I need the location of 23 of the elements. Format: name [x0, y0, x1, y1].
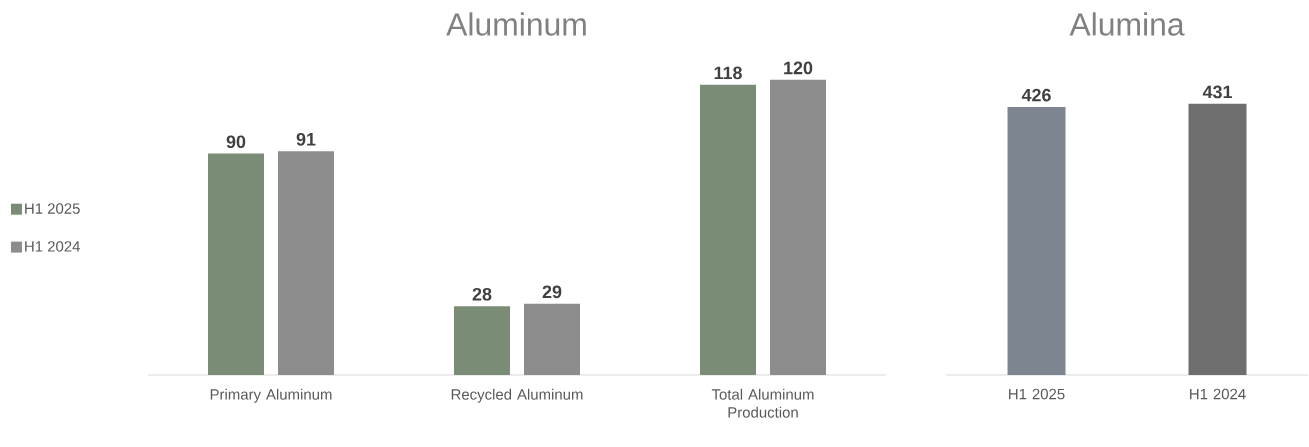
- bar: [454, 306, 510, 375]
- x-tick-label: Total Aluminum Production: [711, 388, 814, 418]
- x-tick-label: Primary Aluminum: [210, 388, 332, 403]
- x-tick-label: H1 2025: [1009, 388, 1065, 400]
- data-label: 28: [472, 287, 492, 301]
- data-label: 29: [542, 285, 562, 299]
- data-label: 90: [226, 135, 246, 149]
- data-label: 431: [1202, 85, 1232, 99]
- chart-title: Alumina: [1069, 12, 1185, 36]
- legend-label: H1 2025: [25, 203, 80, 214]
- legend-label: H1 2024: [25, 241, 80, 252]
- data-label: 426: [1021, 88, 1051, 102]
- data-label: 120: [784, 61, 813, 75]
- chart-title: Aluminum: [446, 12, 586, 36]
- bar: [278, 151, 334, 375]
- bar: [208, 153, 264, 375]
- bar: [770, 79, 827, 375]
- bar: [700, 84, 757, 375]
- x-tick-label: Recycled Aluminum: [451, 388, 583, 403]
- data-label: 118: [714, 66, 742, 80]
- data-label: 91: [296, 132, 316, 146]
- bar: [524, 303, 580, 375]
- x-tick-label: H1 2024: [1190, 388, 1246, 400]
